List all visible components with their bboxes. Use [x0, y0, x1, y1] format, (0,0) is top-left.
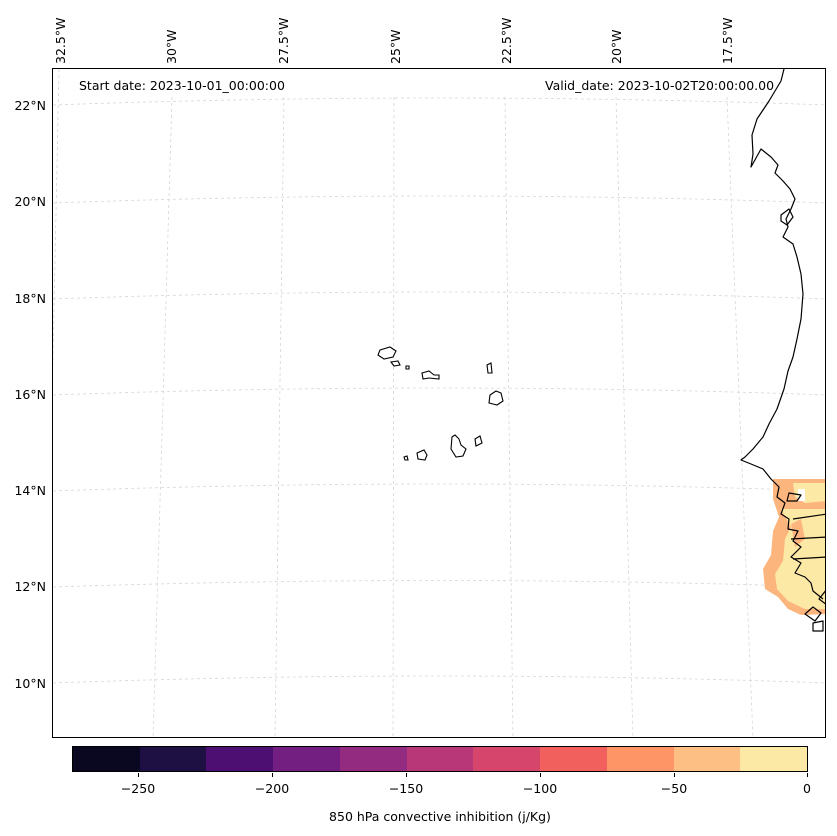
colorbar-segment	[139, 747, 207, 771]
colorbar-tick	[540, 773, 541, 777]
lon-label-30: 30°W	[164, 29, 179, 64]
colorbar-segment	[273, 747, 340, 771]
colorbar-segment	[73, 747, 140, 771]
colorbar-segment	[473, 747, 541, 771]
colorbar-segment	[206, 747, 274, 771]
lon-label-25: 25°W	[388, 29, 403, 64]
colorbar	[72, 746, 808, 772]
colorbar-label: 850 hPa convective inhibition (j/Kg)	[329, 809, 551, 824]
lon-label-17-5: 17.5°W	[720, 17, 735, 64]
colorbar-tick	[272, 773, 273, 777]
colorbar-segment	[339, 747, 407, 771]
coastline	[740, 69, 825, 632]
lon-label-22-5: 22.5°W	[499, 17, 514, 64]
map-canvas	[53, 69, 825, 737]
cape-verde-islands	[377, 346, 504, 461]
lon-label-32-5: 32.5°W	[53, 17, 68, 64]
lat-label-18: 18°N	[14, 291, 46, 306]
colorbar-tick	[807, 773, 808, 777]
lat-label-10: 10°N	[14, 676, 46, 691]
lat-label-14: 14°N	[14, 483, 46, 498]
lon-label-27-5: 27.5°W	[276, 17, 291, 64]
colorbar-segment	[673, 747, 741, 771]
colorbar-tick	[674, 773, 675, 777]
lat-label-22: 22°N	[14, 98, 46, 113]
lon-label-20: 20°W	[609, 29, 624, 64]
colorbar-segment	[606, 747, 674, 771]
colorbar-tick-label: −150	[388, 781, 424, 796]
colorbar-tick-label: 0	[803, 781, 811, 796]
lat-label-20: 20°N	[14, 194, 46, 209]
start-date-label: Start date: 2023-10-01_00:00:00	[79, 78, 285, 93]
colorbar-tick-label: −50	[660, 781, 688, 796]
colorbar-segment	[406, 747, 474, 771]
graticule	[53, 69, 825, 737]
lat-label-12: 12°N	[14, 579, 46, 594]
colorbar-tick	[138, 773, 139, 777]
map-frame	[52, 68, 826, 738]
colorbar-tick-label: −100	[522, 781, 558, 796]
colorbar-segment	[540, 747, 607, 771]
colorbar-tick	[406, 773, 407, 777]
lat-label-16: 16°N	[14, 387, 46, 402]
colorbar-tick-label: −250	[120, 781, 156, 796]
valid-date-label: Valid_date: 2023-10-02T20:00:00.00	[545, 78, 775, 93]
colorbar-tick-label: −200	[254, 781, 290, 796]
colorbar-segment	[740, 747, 808, 771]
